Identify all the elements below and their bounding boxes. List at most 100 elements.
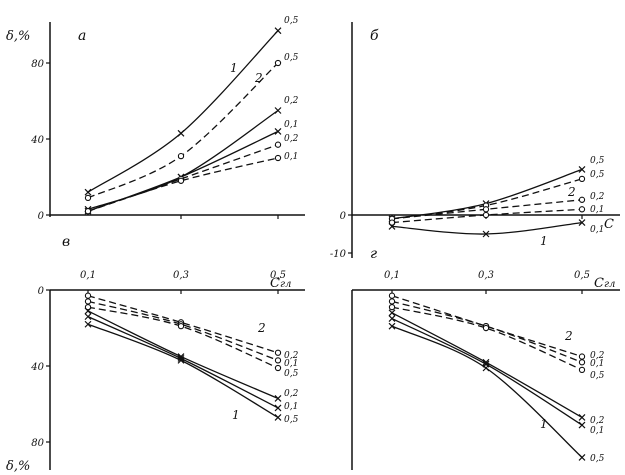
point-marker-cross: [84, 320, 92, 328]
y-tick-label: 80: [31, 59, 44, 70]
axes: [49, 22, 620, 470]
x-axis-label-g-sub: гл: [604, 279, 615, 290]
series-line-2-0-2: [87, 295, 279, 354]
series-line-2-0-5: [391, 306, 583, 371]
series-label: 0,5: [590, 371, 605, 381]
series-label: 0,5: [284, 369, 299, 379]
y-tick-label: 40: [30, 362, 44, 373]
point-marker-cross: [84, 313, 92, 321]
x-tick-label: 0,5: [270, 270, 286, 281]
y-tick-label: 0: [38, 211, 45, 222]
point-marker-circle: [578, 366, 586, 374]
y-tick-label: 0: [340, 211, 347, 222]
series-line-2-0-5: [87, 306, 279, 369]
y-axis-label-bottom: δ,%: [6, 459, 30, 474]
point-marker-circle: [274, 357, 282, 364]
point-marker-circle: [388, 292, 396, 299]
point-marker-circle: [84, 292, 92, 299]
curve-group-label: 1: [230, 61, 238, 75]
x-axis-label-v-sub: гл: [280, 279, 291, 290]
series-label: 0,2: [284, 96, 299, 106]
series-label: 0,1: [284, 402, 298, 412]
point-marker-cross: [578, 165, 586, 173]
curve-group-label: 1: [540, 234, 548, 248]
series-label: 0,1: [590, 225, 604, 235]
point-marker-cross: [84, 307, 92, 315]
point-marker-cross: [274, 27, 282, 35]
x-tick-label: 0,1: [80, 270, 96, 281]
point-marker-circle: [578, 206, 586, 213]
x-axis-label-g: Cгл: [594, 276, 615, 291]
series-label: 0,1: [590, 426, 604, 436]
y-tick-label: 80: [31, 438, 44, 449]
series-line-2-0-1: [87, 157, 279, 212]
x-tick-label: 0,5: [574, 270, 590, 281]
point-marker-cross: [578, 219, 586, 227]
series-line-1-0-5: [87, 323, 279, 419]
point-marker-cross: [84, 188, 92, 196]
point-marker-circle: [482, 206, 490, 213]
point-marker-circle: [388, 303, 396, 311]
point-marker-cross: [274, 414, 282, 421]
series-line-1-0-2: [87, 109, 279, 210]
series-line-1-0-1: [87, 130, 279, 212]
panel-letter-g: г: [370, 246, 377, 262]
x-tick-label: 0,3: [478, 270, 494, 281]
plot-layer: 040800,50,50,20,10,20,1120-100,50,50,20,…: [30, 16, 604, 464]
point-marker-circle: [388, 219, 396, 226]
x-axis-label-v: Cгл: [270, 276, 291, 291]
series-label: 0,2: [590, 416, 605, 426]
point-marker-cross: [177, 356, 185, 364]
point-marker-circle: [84, 298, 92, 305]
x-tick-label: 0,3: [173, 270, 189, 281]
x-axis-label-g-main: C: [594, 276, 604, 291]
series-label: 0,5: [590, 454, 605, 464]
panel-letter-v: в: [62, 234, 70, 250]
series-label: 0,1: [590, 359, 604, 369]
series-label: 0,5: [590, 156, 605, 166]
curve-group-label: 2: [254, 71, 263, 85]
point-marker-circle: [482, 211, 490, 219]
point-marker-circle: [578, 359, 586, 366]
series-label: 0,2: [284, 134, 299, 144]
curve-group-label: 2: [564, 329, 573, 343]
point-marker-cross: [482, 364, 490, 372]
point-marker-cross: [578, 414, 586, 421]
curve-group-label: 2: [257, 321, 266, 335]
point-marker-circle: [388, 298, 396, 305]
y-tick-label: 40: [30, 135, 44, 146]
series-line-2-0-2: [391, 295, 583, 358]
series-label: 0,5: [284, 415, 299, 425]
point-marker-circle: [482, 324, 490, 332]
point-marker-cross: [388, 315, 396, 322]
point-marker-circle: [177, 152, 185, 160]
series-label: 0,5: [590, 170, 605, 180]
point-marker-cross: [482, 358, 490, 366]
point-marker-circle: [274, 59, 282, 67]
point-marker-cross: [388, 222, 396, 230]
point-marker-circle: [84, 303, 92, 311]
point-marker-circle: [84, 194, 92, 202]
series-label: 0,1: [590, 205, 604, 215]
point-marker-cross: [274, 394, 282, 402]
series-label: 0,1: [284, 152, 298, 162]
series-line-1-0-5: [87, 30, 279, 193]
point-marker-circle: [177, 322, 185, 330]
point-marker-cross: [274, 107, 282, 114]
point-marker-cross: [578, 453, 586, 461]
series-label: 0,2: [284, 389, 299, 399]
point-marker-circle: [578, 196, 586, 203]
point-marker-cross: [177, 355, 185, 362]
panel-letter-b: б: [370, 28, 379, 44]
point-marker-cross: [177, 129, 185, 137]
series-line-2-0-1: [391, 300, 583, 363]
series-label: 0,5: [284, 53, 299, 63]
series-label: 0,2: [590, 192, 605, 202]
series-line-1-0-1: [391, 317, 583, 426]
point-marker-cross: [482, 230, 490, 238]
series-line-2-0-1: [87, 300, 279, 361]
series-label: 0,2: [590, 351, 605, 361]
point-marker-circle: [274, 141, 282, 148]
x-axis-label-b: C: [604, 217, 614, 232]
